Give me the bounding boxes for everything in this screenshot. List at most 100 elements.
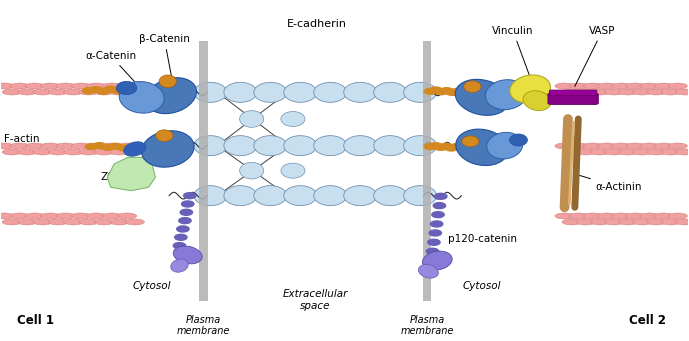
Ellipse shape (633, 149, 652, 155)
Ellipse shape (576, 219, 595, 225)
Ellipse shape (604, 89, 624, 95)
FancyBboxPatch shape (548, 93, 598, 104)
Ellipse shape (373, 186, 407, 206)
Ellipse shape (619, 219, 638, 225)
Circle shape (167, 144, 178, 150)
Circle shape (97, 88, 110, 94)
Ellipse shape (79, 219, 99, 225)
Ellipse shape (156, 130, 173, 142)
Ellipse shape (640, 143, 659, 149)
Circle shape (110, 143, 122, 149)
Ellipse shape (125, 89, 145, 95)
Ellipse shape (619, 89, 638, 95)
Ellipse shape (661, 89, 680, 95)
Text: Plasma
membrane: Plasma membrane (177, 315, 230, 336)
Ellipse shape (626, 213, 645, 219)
Ellipse shape (173, 246, 202, 264)
Ellipse shape (17, 149, 37, 155)
Ellipse shape (455, 79, 508, 115)
Ellipse shape (633, 89, 652, 95)
Ellipse shape (633, 219, 652, 225)
Ellipse shape (102, 83, 121, 89)
Text: Extracellular
space: Extracellular space (282, 289, 348, 311)
Ellipse shape (224, 82, 257, 102)
Ellipse shape (640, 213, 659, 219)
Ellipse shape (0, 213, 14, 219)
Ellipse shape (33, 219, 52, 225)
Ellipse shape (612, 213, 631, 219)
Ellipse shape (102, 143, 121, 149)
Circle shape (174, 234, 187, 240)
Ellipse shape (110, 149, 129, 155)
Text: p120-catenin: p120-catenin (448, 234, 517, 244)
Ellipse shape (124, 142, 146, 156)
Ellipse shape (281, 112, 305, 127)
Circle shape (94, 143, 105, 149)
Ellipse shape (79, 149, 99, 155)
Ellipse shape (17, 89, 37, 95)
Ellipse shape (63, 149, 83, 155)
Ellipse shape (2, 149, 21, 155)
Ellipse shape (33, 149, 52, 155)
Circle shape (155, 93, 167, 99)
Ellipse shape (224, 186, 257, 206)
Ellipse shape (41, 83, 60, 89)
Ellipse shape (675, 89, 689, 95)
Ellipse shape (33, 89, 52, 95)
Ellipse shape (56, 83, 75, 89)
Ellipse shape (654, 213, 673, 219)
Ellipse shape (110, 219, 129, 225)
Circle shape (158, 145, 171, 151)
Circle shape (183, 193, 196, 199)
Ellipse shape (117, 143, 136, 149)
Ellipse shape (373, 136, 407, 155)
Ellipse shape (604, 219, 624, 225)
Circle shape (440, 143, 452, 149)
Ellipse shape (456, 129, 508, 165)
Circle shape (181, 201, 194, 207)
Circle shape (141, 91, 153, 97)
Ellipse shape (583, 83, 602, 89)
Ellipse shape (240, 162, 264, 179)
Ellipse shape (194, 82, 227, 102)
Text: α-Actinin: α-Actinin (577, 175, 642, 192)
Ellipse shape (569, 213, 588, 219)
Ellipse shape (87, 213, 106, 219)
Ellipse shape (661, 219, 680, 225)
Circle shape (178, 218, 191, 224)
Ellipse shape (569, 83, 588, 89)
Text: Cell 1: Cell 1 (17, 314, 54, 327)
Ellipse shape (284, 136, 317, 155)
Ellipse shape (146, 78, 196, 114)
Ellipse shape (675, 219, 689, 225)
Circle shape (424, 144, 437, 150)
Ellipse shape (25, 213, 45, 219)
Ellipse shape (10, 83, 29, 89)
Ellipse shape (10, 213, 29, 219)
Circle shape (101, 144, 114, 150)
Ellipse shape (462, 136, 479, 147)
Text: E-cadherin: E-cadherin (287, 19, 347, 29)
Ellipse shape (404, 136, 437, 155)
Circle shape (134, 145, 146, 151)
Ellipse shape (0, 83, 14, 89)
Ellipse shape (141, 131, 194, 167)
Ellipse shape (464, 81, 481, 92)
Bar (423, 41, 431, 301)
Ellipse shape (562, 149, 582, 155)
Ellipse shape (513, 82, 531, 94)
Ellipse shape (17, 219, 37, 225)
Ellipse shape (240, 111, 264, 127)
Ellipse shape (194, 186, 227, 206)
Circle shape (112, 88, 124, 94)
Ellipse shape (224, 136, 257, 155)
Circle shape (445, 145, 457, 151)
Ellipse shape (344, 136, 377, 155)
Ellipse shape (647, 89, 666, 95)
Ellipse shape (313, 136, 347, 155)
Ellipse shape (668, 83, 688, 89)
Ellipse shape (590, 149, 610, 155)
Ellipse shape (668, 213, 688, 219)
FancyBboxPatch shape (549, 90, 597, 95)
Ellipse shape (2, 219, 21, 225)
